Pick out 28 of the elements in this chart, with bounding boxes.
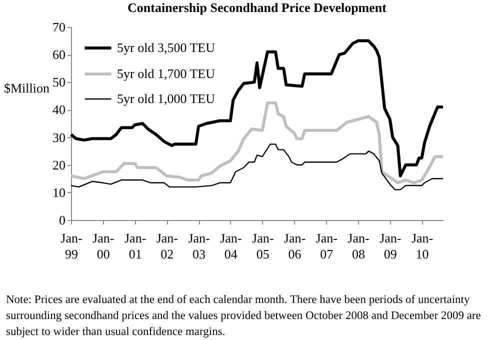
x-tick-label: Jan-04 <box>220 230 242 262</box>
x-tick-label: Jan-10 <box>411 230 434 262</box>
y-tick-label: 60 <box>52 47 66 62</box>
legend-label: 5yr old 3,500 TEU <box>117 40 216 55</box>
x-tick-label: Jan-99 <box>60 230 82 262</box>
y-axis-title: $Million <box>4 80 50 96</box>
legend-label: 5yr old 1,000 TEU <box>117 91 216 106</box>
y-tick-label: 50 <box>52 74 66 90</box>
legend-label: 5yr old 1,700 TEU <box>117 66 216 81</box>
y-tick-label: 20 <box>52 157 66 172</box>
y-tick-label: 0 <box>59 212 66 228</box>
x-tick-label: Jan-07 <box>316 230 338 262</box>
y-tick-label: 10 <box>52 184 66 200</box>
chart-title: Containership Secondhand Price Development <box>128 0 388 15</box>
text: Note: Prices are evaluated at the end of each calendar month. There have been periods of uncertainty surrounding secondhand prices and the values provided between October 2008 and December 2009 are subject to wider than usual confidence margins. <box>6 293 482 340</box>
x-tick-label: Jan-03 <box>188 230 210 262</box>
line-series <box>70 39 444 178</box>
x-tick-label: Jan-05 <box>252 230 274 262</box>
y-tick-label: 40 <box>52 102 66 118</box>
line-series <box>70 144 444 190</box>
x-tick-label: Jan-08 <box>348 230 370 262</box>
x-tick-label: Jan-02 <box>156 230 178 262</box>
x-tick-label: Jan-01 <box>124 230 146 262</box>
y-tick-label: 70 <box>52 20 66 34</box>
x-tick-label: Jan-00 <box>92 230 114 262</box>
x-tick-label: Jan-09 <box>380 230 402 262</box>
y-tick-label: 30 <box>52 130 66 145</box>
x-tick-label: Jan-06 <box>284 230 306 262</box>
